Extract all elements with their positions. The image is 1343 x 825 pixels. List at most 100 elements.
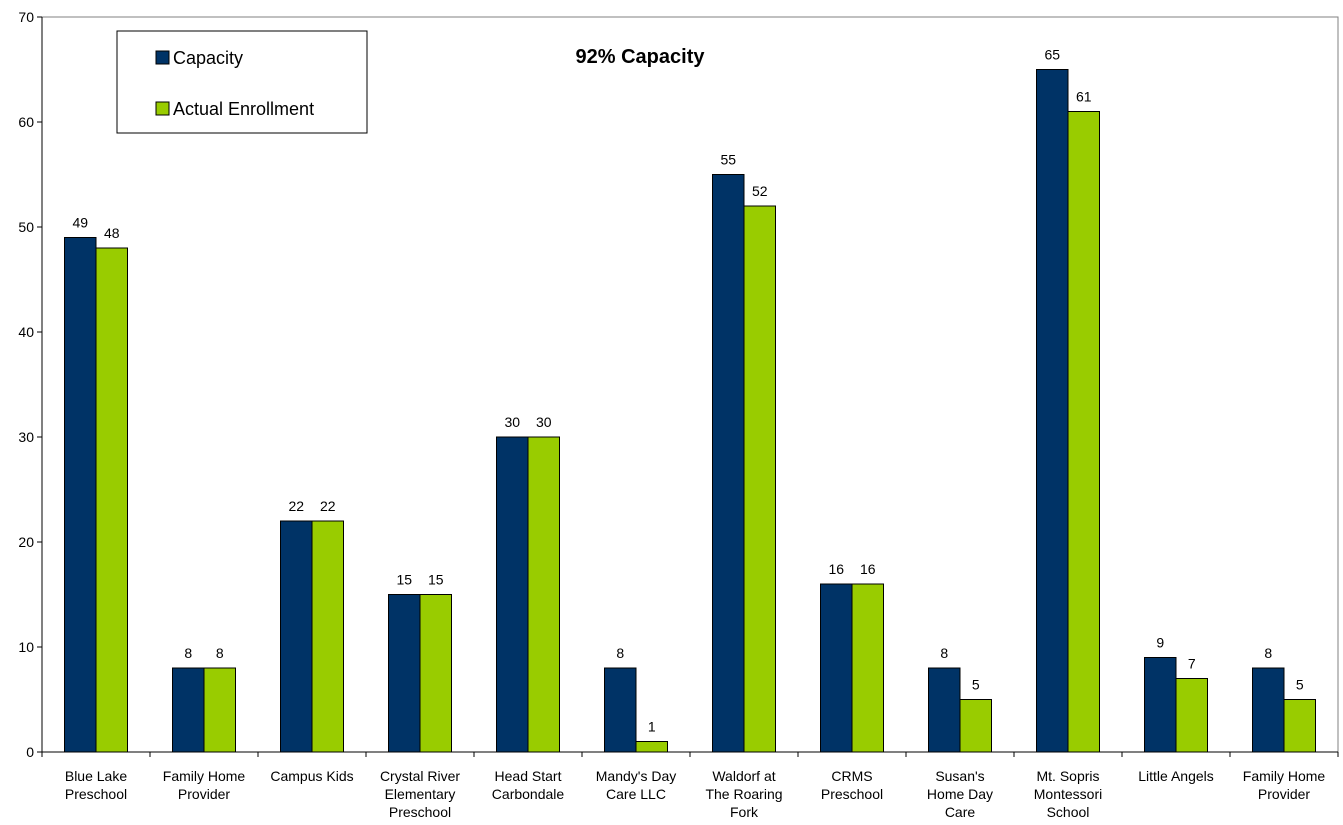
legend: Capacity Actual Enrollment [116, 30, 368, 134]
bar-capacity [928, 667, 961, 753]
category-label-line: Head Start [495, 768, 562, 784]
data-label: 8 [616, 645, 624, 661]
bar-actual-enrollment [203, 667, 236, 753]
axes [37, 16, 1339, 757]
data-label: 8 [184, 645, 192, 661]
y-tick-label: 30 [18, 429, 34, 445]
category-label-line: Home Day [927, 786, 993, 802]
category-label-line: Care [945, 804, 976, 820]
bars [64, 69, 1316, 753]
y-tick-label: 20 [18, 534, 34, 550]
bar-capacity [1036, 69, 1069, 753]
category-label-line: Crystal River [380, 768, 460, 784]
data-label: 1 [648, 719, 656, 735]
bar-actual-enrollment [1067, 111, 1100, 753]
data-label: 30 [536, 414, 552, 430]
category-label: Campus Kids [270, 768, 353, 784]
category-label-line: School [1047, 804, 1090, 820]
category-label: Mandy's Day Care LLC [596, 768, 676, 802]
category-label-line: Provider [1258, 786, 1310, 802]
data-label: 22 [288, 498, 304, 514]
data-label: 22 [320, 498, 336, 514]
category-label-line: Blue Lake [65, 768, 127, 784]
y-tick-label: 60 [18, 114, 34, 130]
data-label: 9 [1156, 635, 1164, 651]
data-label: 65 [1044, 47, 1060, 63]
data-label: 52 [752, 183, 768, 199]
bar-capacity [172, 667, 205, 753]
data-label: 61 [1076, 89, 1092, 105]
legend-label-actual-enrollment: Actual Enrollment [173, 99, 314, 119]
bar-actual-enrollment [1283, 699, 1316, 753]
category-label-line: Carbondale [492, 786, 565, 802]
category-label-line: Family Home [163, 768, 246, 784]
category-label-line: CRMS [831, 768, 872, 784]
bar-actual-enrollment [527, 436, 560, 753]
category-label: Crystal River Elementary Preschool [380, 768, 460, 820]
category-label: CRMS Preschool [821, 768, 883, 802]
category-label-line: Waldorf at [712, 768, 775, 784]
data-label: 16 [860, 561, 876, 577]
data-label: 8 [940, 645, 948, 661]
data-label: 5 [972, 677, 980, 693]
data-label: 15 [428, 572, 444, 588]
bar-capacity [280, 520, 313, 753]
data-label: 30 [504, 414, 520, 430]
chart-title: 92% Capacity [576, 46, 706, 68]
legend-box [116, 30, 368, 134]
category-label-line: Mandy's Day [596, 768, 676, 784]
bar-actual-enrollment [851, 583, 884, 753]
legend-swatch-actual-enrollment [155, 101, 170, 116]
category-label-line: Susan's [935, 768, 984, 784]
category-label-line: The Roaring [705, 786, 782, 802]
bar-capacity [1144, 657, 1177, 753]
data-label: 7 [1188, 656, 1196, 672]
bar-capacity [388, 594, 421, 753]
bar-actual-enrollment [311, 520, 344, 753]
y-tick-labels: 0 10 20 30 40 50 60 70 [18, 9, 34, 760]
bar-capacity [712, 174, 745, 753]
category-labels: Blue Lake Preschool Family Home Provider Cam… [65, 768, 1326, 820]
data-label: 5 [1296, 677, 1304, 693]
y-tick-label: 40 [18, 324, 34, 340]
bar-actual-enrollment [95, 247, 128, 753]
bar-actual-enrollment [1175, 678, 1208, 753]
category-label-line: Campus Kids [270, 768, 353, 784]
data-label: 8 [1264, 645, 1272, 661]
category-label-line: Fork [730, 804, 759, 820]
bar-actual-enrollment [959, 699, 992, 753]
category-label: Waldorf at The Roaring Fork [705, 768, 782, 820]
data-label: 8 [216, 645, 224, 661]
category-label-line: Care LLC [606, 786, 666, 802]
data-labels: 49 48 8 8 22 22 15 15 30 30 8 1 55 52 16 16 8 5 65 61 9 7 8 5 [72, 47, 1303, 735]
category-label-line: Provider [178, 786, 230, 802]
legend-swatch-capacity [155, 50, 170, 65]
y-tick-label: 50 [18, 219, 34, 235]
category-label-line: Little Angels [1138, 768, 1214, 784]
category-label: Family Home Provider [163, 768, 246, 802]
data-label: 49 [72, 215, 88, 231]
category-label-line: Montessori [1034, 786, 1102, 802]
category-label-line: Preschool [389, 804, 451, 820]
legend-label-capacity: Capacity [173, 48, 243, 68]
bar-actual-enrollment [419, 594, 452, 753]
data-label: 48 [104, 225, 120, 241]
y-tick-label: 70 [18, 9, 34, 25]
category-label: Susan's Home Day Care [927, 768, 993, 820]
y-tick-label: 10 [18, 639, 34, 655]
category-label-line: Elementary [385, 786, 456, 802]
category-label-line: Preschool [821, 786, 883, 802]
data-label: 55 [720, 152, 736, 168]
bar-capacity [496, 436, 529, 753]
bar-actual-enrollment [635, 741, 668, 753]
category-label-line: Preschool [65, 786, 127, 802]
category-label-line: Family Home [1243, 768, 1326, 784]
category-label: Blue Lake Preschool [65, 768, 127, 802]
category-label-line: Mt. Sopris [1036, 768, 1099, 784]
data-label: 15 [396, 572, 412, 588]
data-label: 16 [828, 561, 844, 577]
bar-capacity [1252, 667, 1285, 753]
bar-capacity [64, 237, 97, 753]
category-label: Head Start Carbondale [492, 768, 565, 802]
